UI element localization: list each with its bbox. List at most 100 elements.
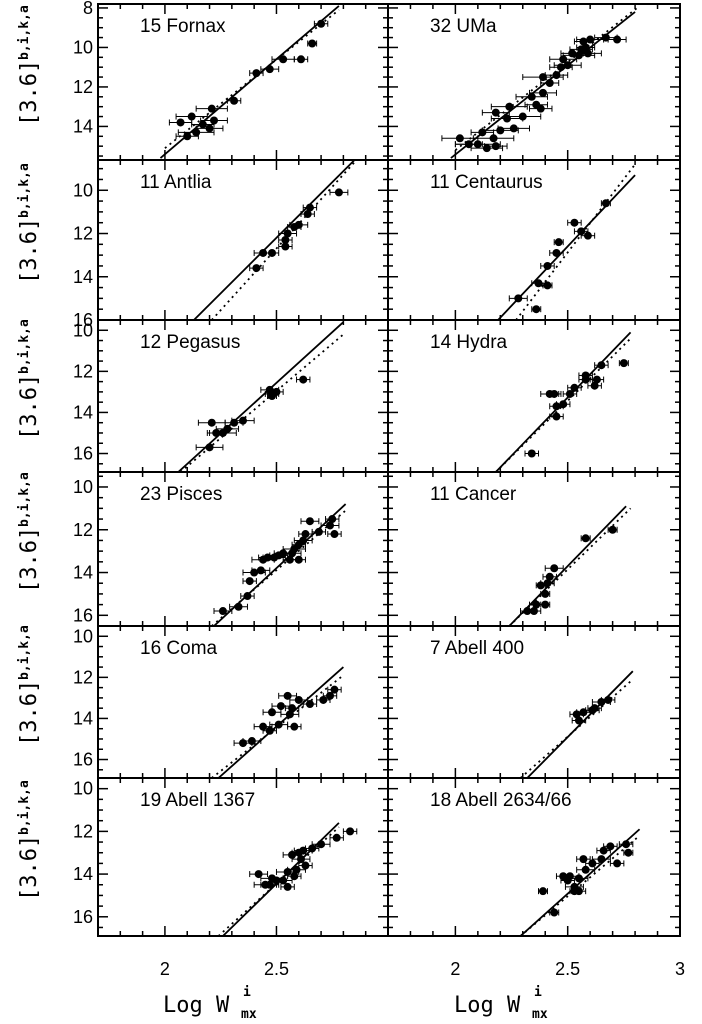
panel-7-title: 23 Pisces xyxy=(140,484,222,505)
data-point xyxy=(509,124,518,133)
data-point xyxy=(290,223,299,232)
data-point xyxy=(554,238,563,247)
y-tick-label: 10 xyxy=(73,477,93,497)
data-point xyxy=(505,102,514,111)
data-point xyxy=(303,210,312,219)
data-point xyxy=(308,844,317,853)
data-point xyxy=(532,305,541,314)
data-point xyxy=(317,19,326,28)
y-axis-label: [3.6]b,i,k,a xyxy=(17,625,42,746)
y-tick-label: 8 xyxy=(83,0,93,18)
y-tick-label: 10 xyxy=(73,37,93,57)
data-point xyxy=(198,120,207,129)
data-point xyxy=(572,710,581,719)
data-point xyxy=(545,78,554,87)
panel-6-template-line xyxy=(495,337,632,472)
data-point xyxy=(536,104,545,113)
data-point xyxy=(207,418,216,427)
data-point xyxy=(552,71,561,80)
data-point xyxy=(581,865,590,874)
x-axis-label: Log W xyxy=(454,993,521,1018)
y-tick-label: 14 xyxy=(73,708,93,728)
data-point xyxy=(192,128,201,137)
data-point xyxy=(574,716,583,725)
x-axis-label-sup: i xyxy=(534,985,542,1000)
y-axis-label-text: [3.6] xyxy=(17,218,42,284)
data-point xyxy=(212,428,221,437)
data-point xyxy=(583,231,592,240)
data-point xyxy=(328,515,337,524)
data-point xyxy=(552,412,561,421)
data-point xyxy=(205,443,214,452)
data-point xyxy=(265,726,274,735)
x-axis-label-sup: i xyxy=(243,985,251,1000)
data-point xyxy=(523,607,532,616)
data-point xyxy=(541,589,550,598)
data-point xyxy=(274,720,283,729)
panel-10-title: 7 Abell 400 xyxy=(430,638,524,659)
panel-4-template-line xyxy=(515,163,636,320)
data-point xyxy=(619,359,628,368)
y-axis-label-sup: b,i,k,a xyxy=(17,625,32,680)
panel-1-template-line xyxy=(164,9,340,149)
y-axis-label: [3.6]b,i,k,a xyxy=(17,319,42,440)
panel-8-fit-line xyxy=(508,505,627,626)
panel-12-template-line xyxy=(519,834,641,936)
data-point xyxy=(491,108,500,117)
panel-10-template-line xyxy=(519,678,634,778)
data-point xyxy=(574,51,583,60)
data-point xyxy=(586,35,595,44)
y-tick-label: 14 xyxy=(73,864,93,884)
y-tick-label: 10 xyxy=(73,626,93,646)
data-point xyxy=(346,827,355,836)
x-tick-label: 2.5 xyxy=(555,959,580,979)
y-axis-label: [3.6]b,i,k,a xyxy=(17,780,42,901)
data-point xyxy=(305,700,314,709)
data-point xyxy=(305,203,314,212)
data-point xyxy=(601,199,610,208)
data-point xyxy=(597,361,606,370)
data-point xyxy=(283,882,292,891)
data-point xyxy=(464,140,473,149)
data-point xyxy=(565,389,574,398)
data-point xyxy=(301,530,310,539)
data-point xyxy=(290,722,299,731)
data-point xyxy=(559,872,568,881)
data-point xyxy=(283,229,292,238)
y-tick-label: 12 xyxy=(73,821,93,841)
y-tick-label: 14 xyxy=(73,402,93,422)
data-point xyxy=(252,264,261,273)
data-point xyxy=(538,73,547,82)
data-point xyxy=(577,227,586,236)
data-point xyxy=(279,55,288,64)
y-tick-label: 10 xyxy=(73,180,93,200)
data-point xyxy=(604,695,613,704)
data-point xyxy=(592,375,601,384)
data-point xyxy=(330,530,339,539)
data-point xyxy=(259,722,268,731)
data-point xyxy=(205,124,214,133)
y-axis-label-sup: b,i,k,a xyxy=(17,472,32,527)
data-point xyxy=(252,69,261,78)
data-point xyxy=(230,418,239,427)
x-axis-label-sub: mx xyxy=(241,1007,257,1022)
data-point xyxy=(330,685,339,694)
data-point xyxy=(294,695,303,704)
data-point xyxy=(265,65,274,74)
panel-9-title: 16 Coma xyxy=(140,638,218,659)
data-point xyxy=(608,525,617,534)
panel-5-template-line xyxy=(179,333,344,472)
panel-12-frame xyxy=(387,777,681,937)
data-point xyxy=(543,281,552,290)
y-tick-label: 14 xyxy=(73,267,93,287)
data-point xyxy=(601,33,610,42)
data-point xyxy=(588,859,597,868)
data-point xyxy=(326,521,334,530)
data-point xyxy=(250,568,259,577)
data-point xyxy=(207,104,216,113)
data-point xyxy=(624,848,633,857)
data-point xyxy=(514,294,523,303)
panel-5-title: 12 Pegasus xyxy=(140,332,240,353)
panel-11-title: 19 Abell 1367 xyxy=(140,790,255,811)
x-tick-label: 2 xyxy=(160,959,170,979)
